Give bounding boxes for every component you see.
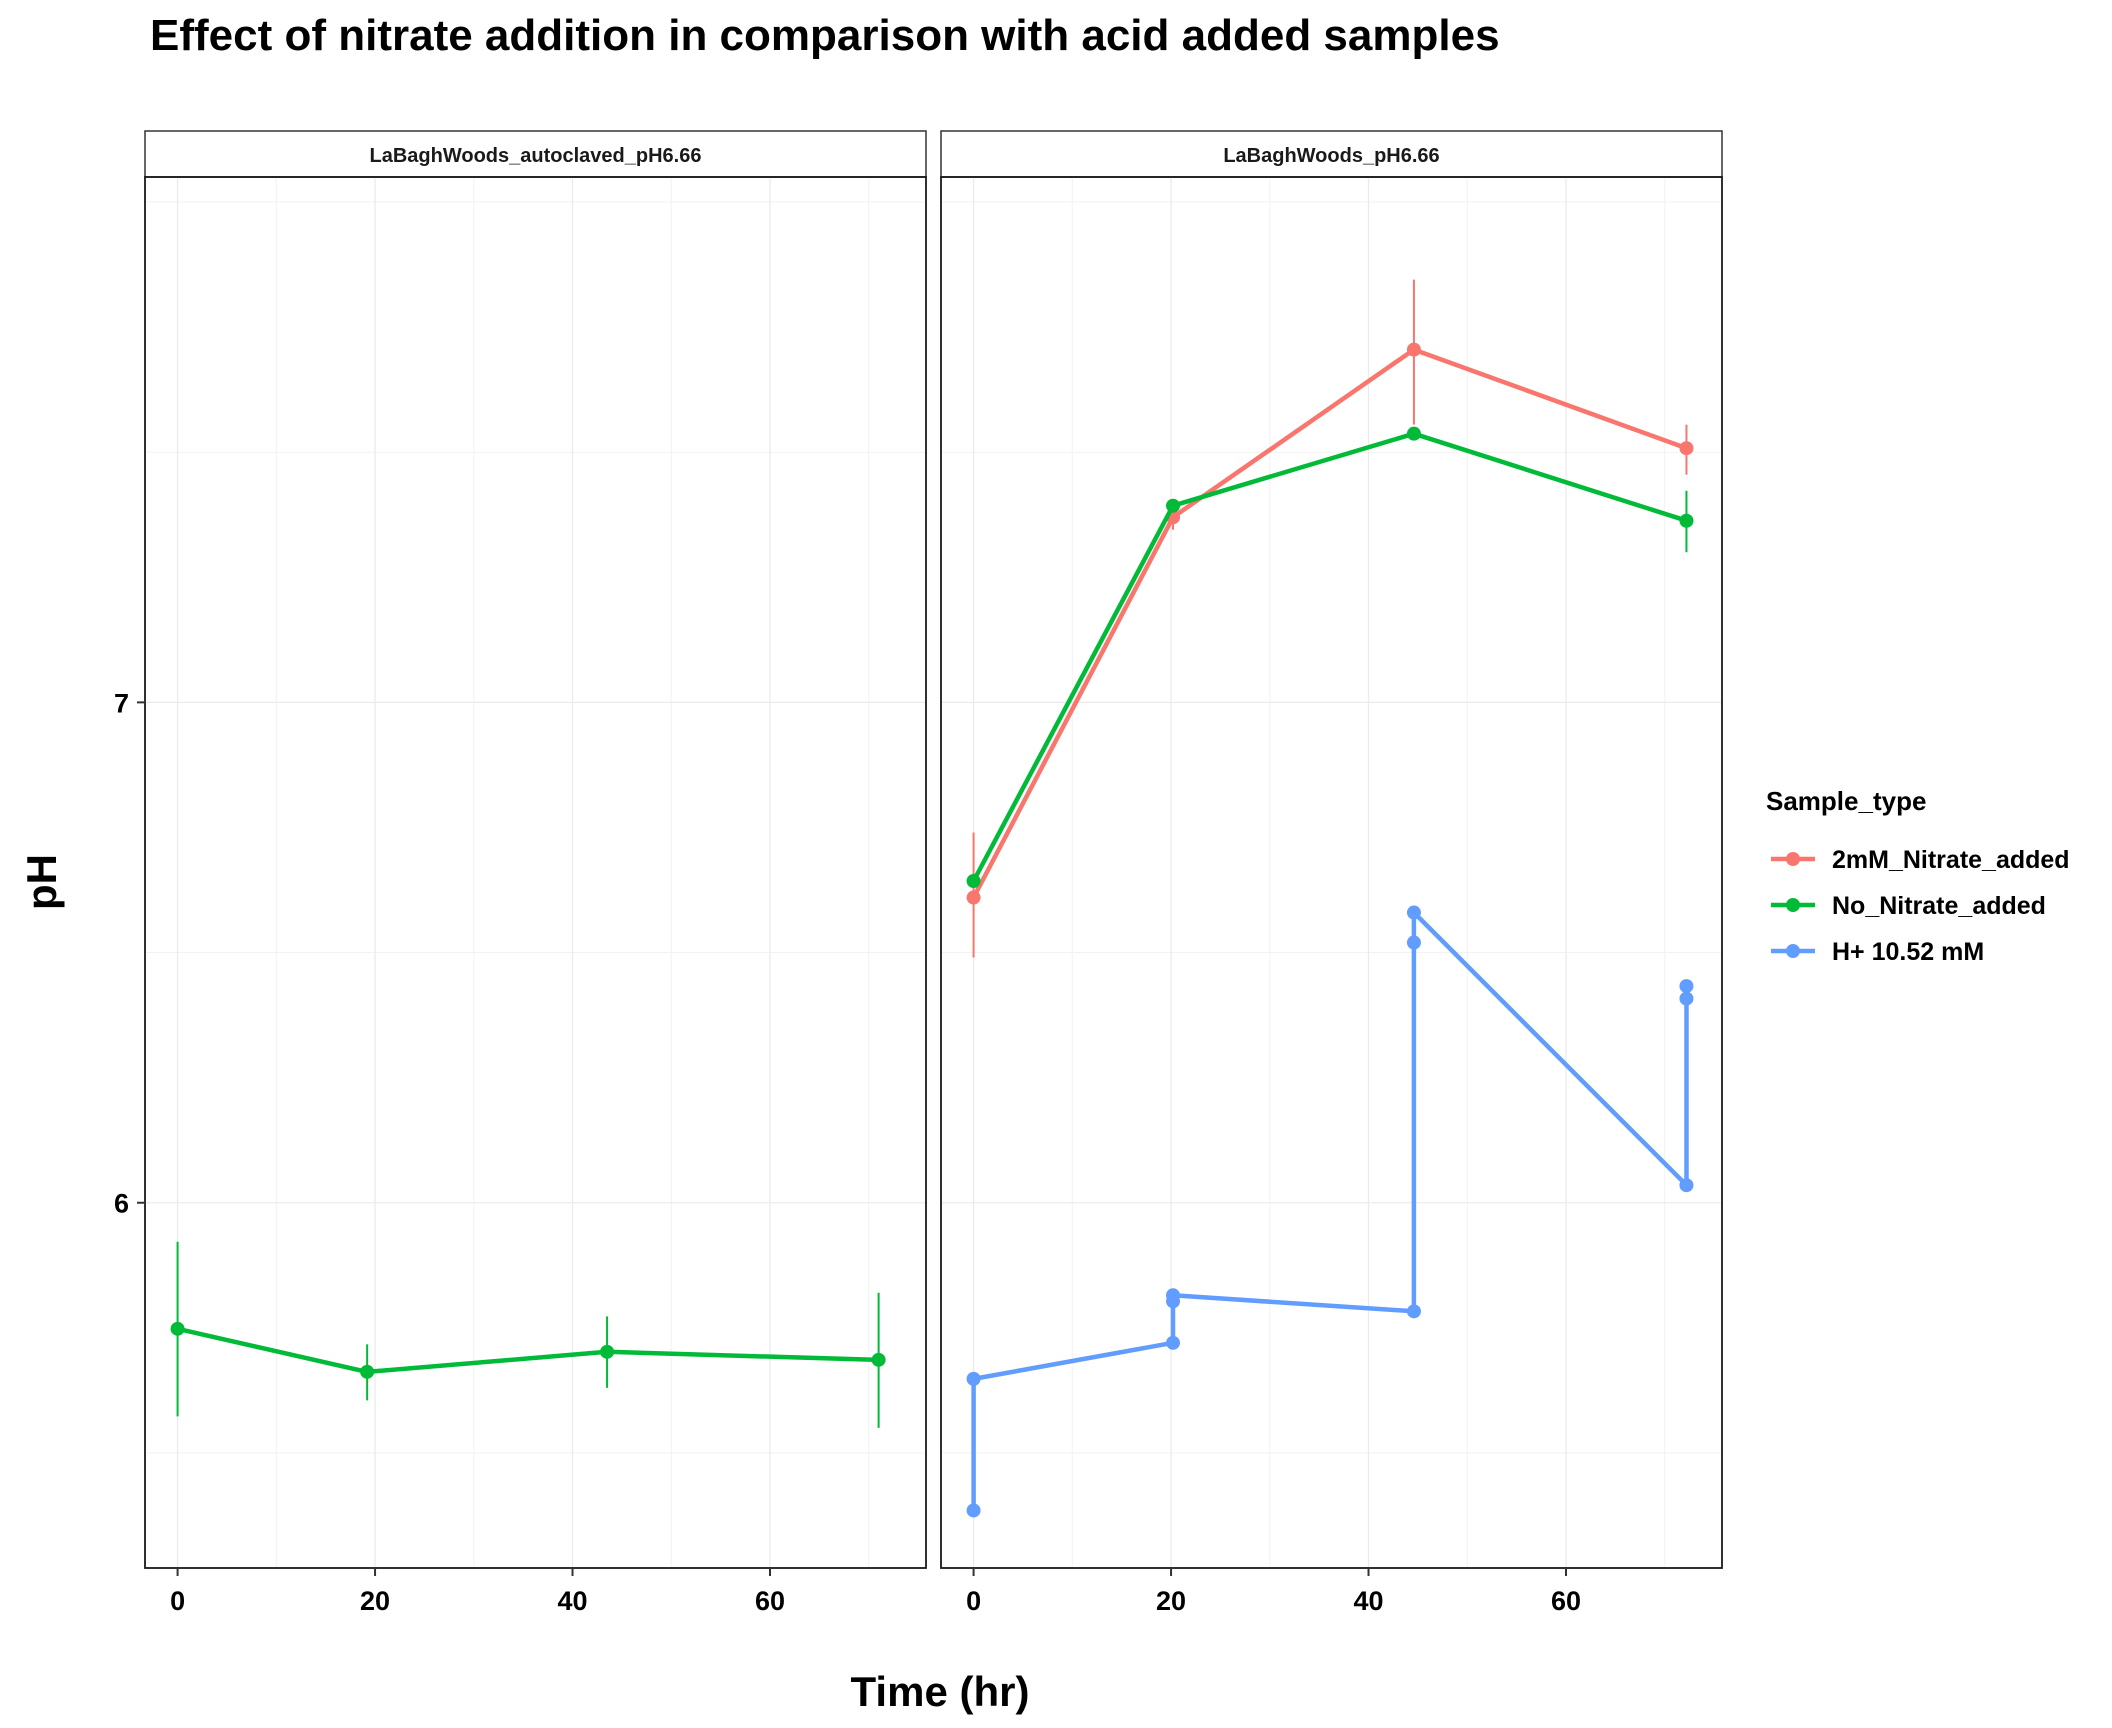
data-point [600,1344,615,1359]
data-point [1406,935,1421,950]
series-No_Nitrate_added [170,1241,886,1428]
legend-title: Sample_type [1766,786,1926,816]
data-point [1679,1178,1694,1193]
x-tick-label: 20 [1156,1586,1186,1616]
x-tick-label: 0 [170,1586,185,1616]
legend-entry: H+ 10.52 mM [1771,938,1984,966]
panel-border [940,176,1723,1569]
data-point [1679,513,1694,528]
series-line [971,431,1689,884]
series-line [175,1326,881,1375]
y-tick-label: 6 [114,1189,129,1219]
data-point [1406,905,1421,920]
data-point [360,1364,375,1379]
data-point [1406,1304,1421,1319]
x-tick-label: 0 [966,1586,981,1616]
legend-key-point [1786,944,1800,958]
panel-1: LaBaghWoods_autoclaved_pH6.66 0 20 40 60 6 7 [114,130,927,1616]
x-tick-label: 40 [1354,1586,1384,1616]
panel-strip-label: LaBaghWoods_autoclaved_pH6.66 [370,145,702,167]
legend: Sample_type 2mM_Nitrate_added No_Nitrate_… [1766,786,2070,966]
data-point [170,1321,185,1336]
x-tick-label: 40 [558,1586,588,1616]
series-No_Nitrate_added [966,426,1694,889]
data-point [1166,498,1181,513]
y-tick-label: 7 [114,688,129,718]
data-point [1166,1288,1181,1303]
legend-label: H+ 10.52 mM [1832,938,1984,966]
data-point [966,1503,981,1518]
data-point [966,1371,981,1386]
data-point [1679,441,1694,456]
x-axis-title: Time (hr) [851,1668,1030,1715]
legend-key-point [1786,852,1800,866]
chart-title: Effect of nitrate addition in comparison… [150,11,1500,60]
series-line [971,910,1689,1513]
legend-key-point [1786,898,1800,912]
panel-strip [144,130,927,178]
data-point [871,1352,886,1367]
y-axis-title: pH [18,854,65,910]
data-point [1679,991,1694,1006]
legend-label: No_Nitrate_added [1832,892,2046,920]
panel-strip-label: LaBaghWoods_pH6.66 [1223,145,1439,167]
legend-entry: 2mM_Nitrate_added [1771,846,2070,874]
legend-label: 2mM_Nitrate_added [1832,846,2070,874]
series-line [971,347,1689,900]
panel-2: LaBaghWoods_pH6.66 0 20 40 60 [940,130,1723,1616]
data-point [966,874,981,889]
x-tick-label: 60 [755,1586,785,1616]
data-point [1166,1335,1181,1350]
data-point [966,890,981,905]
panel-border [144,176,927,1569]
data-point [1406,342,1421,357]
series-H+ 10.52 mM [966,905,1694,1518]
data-point [1406,426,1421,441]
series-2mM_Nitrate_added [966,279,1694,958]
legend-entry: No_Nitrate_added [1771,892,2046,920]
data-point [1679,979,1694,994]
panels: LaBaghWoods_autoclaved_pH6.660 20 40 6067La… [114,130,1723,1616]
x-tick-label: 20 [360,1586,390,1616]
panel-strip [940,130,1723,178]
x-tick-label: 60 [1551,1586,1581,1616]
